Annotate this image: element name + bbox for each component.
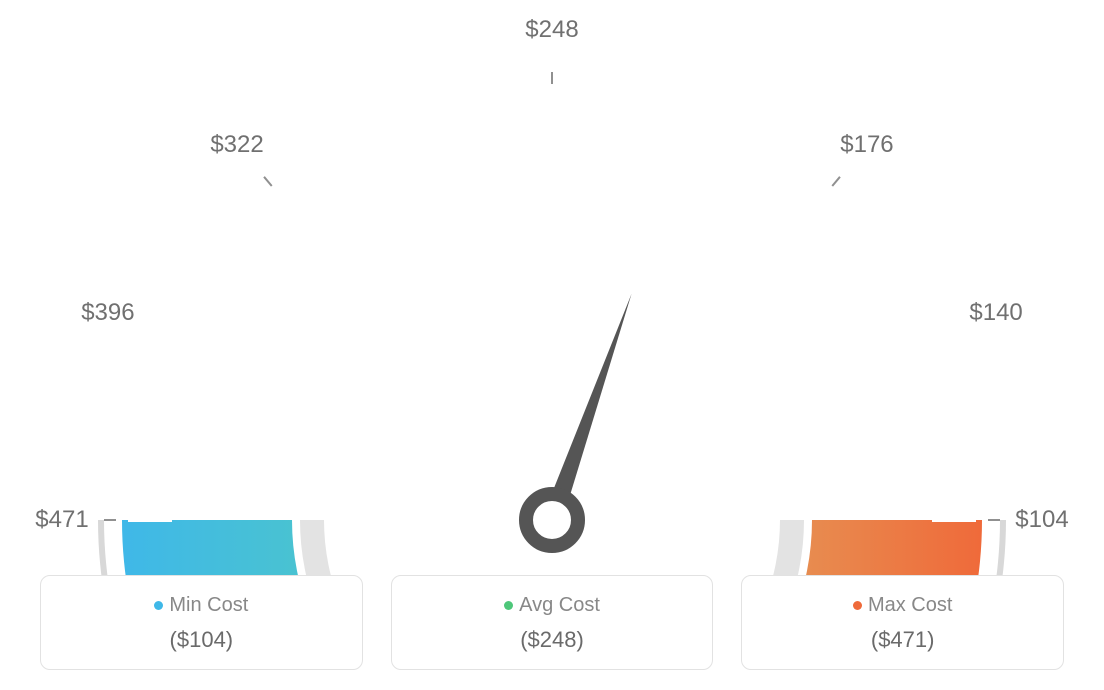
legend-row: Min Cost ($104) Avg Cost ($248) Max Cost… xyxy=(40,575,1064,670)
gauge-tick-label: $471 xyxy=(35,506,88,534)
legend-card-min: Min Cost ($104) xyxy=(40,575,363,670)
legend-title-text: Avg Cost xyxy=(519,594,600,616)
gauge-svg xyxy=(62,20,1042,580)
legend-value-max: ($471) xyxy=(752,627,1053,653)
gauge-container: $104$140$176$248$322$396$471 xyxy=(62,20,1042,580)
gauge-tick-label: $322 xyxy=(210,131,263,159)
legend-title-text: Max Cost xyxy=(868,594,952,616)
dot-icon xyxy=(154,601,163,610)
legend-title-text: Min Cost xyxy=(169,594,248,616)
gauge-tick-label: $176 xyxy=(840,131,893,159)
dot-icon xyxy=(504,601,513,610)
gauge-tick-label: $104 xyxy=(1015,506,1068,534)
legend-title-min: Min Cost xyxy=(51,594,352,617)
legend-value-min: ($104) xyxy=(51,627,352,653)
gauge-tick-label: $396 xyxy=(81,299,134,327)
legend-value-avg: ($248) xyxy=(402,627,703,653)
legend-title-max: Max Cost xyxy=(752,594,1053,617)
gauge-tick-label: $140 xyxy=(969,299,1022,327)
legend-card-max: Max Cost ($471) xyxy=(741,575,1064,670)
dot-icon xyxy=(853,601,862,610)
gauge-tick-label: $248 xyxy=(525,16,578,44)
legend-title-avg: Avg Cost xyxy=(402,594,703,617)
legend-card-avg: Avg Cost ($248) xyxy=(391,575,714,670)
